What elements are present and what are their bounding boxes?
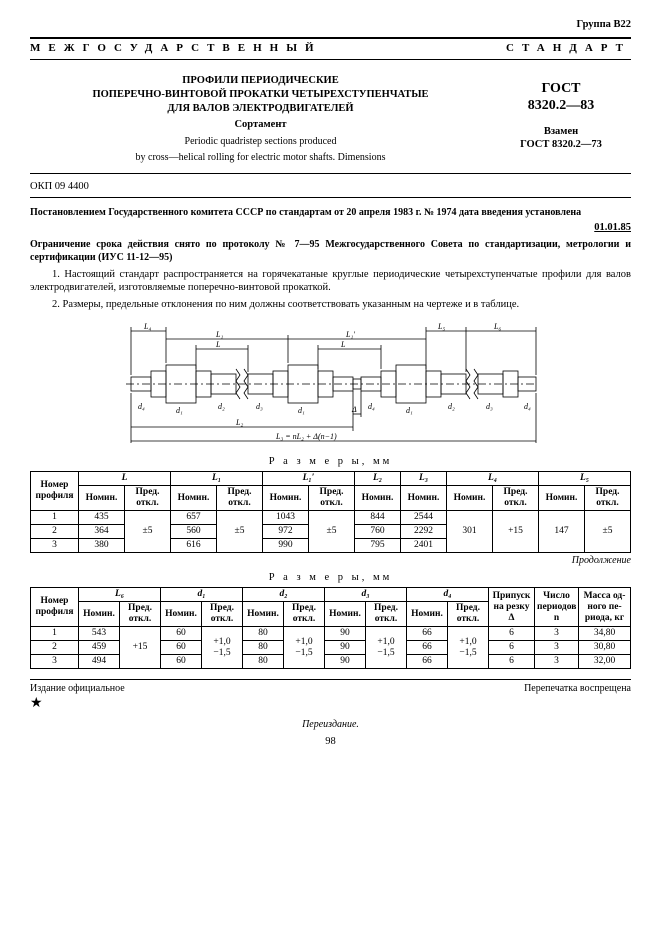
- svg-text:L₆: L₆: [493, 322, 501, 331]
- svg-text:d₁: d₁: [406, 406, 413, 415]
- star-icon: ★: [30, 696, 43, 711]
- footer-left: Издание официальное★: [30, 683, 125, 713]
- intro-date: 01.01.85: [30, 221, 631, 234]
- divider: [30, 197, 631, 198]
- header-block: ПРОФИЛИ ПЕРИОДИЧЕСКИЕ ПОПЕРЕЧНО-ВИНТОВОЙ…: [30, 74, 631, 174]
- shaft-diagram: L₄ L₁ L L₁′ L L₅ L₆ L₂ L₃ = nL₂ + Δ(n−1)…: [116, 319, 546, 449]
- gost-replaces2: ГОСТ 8320.2—73: [491, 138, 631, 151]
- page-number: 98: [30, 735, 631, 748]
- gost-replaces1: Взамен: [491, 125, 631, 138]
- col-header: L₅: [539, 472, 631, 486]
- table-row: Но­мин.Пред. откл. Но­мин.Пред. откл. Но…: [31, 486, 631, 511]
- dim-caption-1: Р а з м е р ы, мм: [30, 455, 631, 468]
- svg-text:Δ: Δ: [351, 405, 357, 414]
- title-sub: Сортамент: [40, 118, 481, 131]
- title-line3: ДЛЯ ВАЛОВ ЭЛЕКТРОДВИГАТЕЛЕЙ: [40, 102, 481, 116]
- col-header: L: [79, 472, 171, 486]
- gost-label: ГОСТ: [491, 80, 631, 98]
- title-en2: by cross—helical rolling for electric mo…: [40, 152, 481, 165]
- svg-text:d₄: d₄: [368, 402, 375, 411]
- title-line2: ПОПЕРЕЧНО-ВИНТОВОЙ ПРОКАТКИ ЧЕТЫРЕХСТУПЕ…: [40, 88, 481, 102]
- dim-caption-2: Р а з м е р ы, мм: [30, 571, 631, 584]
- title-line1: ПРОФИЛИ ПЕРИОДИЧЕСКИЕ: [40, 74, 481, 88]
- svg-text:L₅: L₅: [437, 322, 445, 331]
- footer-right: Перепечатка воспрещена: [524, 683, 631, 713]
- title-en1: Periodic quadristep sections produced: [40, 136, 481, 149]
- footer-row: Издание официальное★ Перепечатка воспрещ…: [30, 679, 631, 713]
- svg-text:d₂: d₂: [448, 402, 455, 411]
- group-label: Группа В22: [30, 18, 631, 31]
- table-row: Номер профиля L L₁ L₁′ L₂ L₃ L₄ L₅: [31, 472, 631, 486]
- svg-text:d₁: d₁: [298, 406, 305, 415]
- col-header: L₁′: [263, 472, 355, 486]
- svg-text:L: L: [215, 340, 221, 349]
- col-header: Номер профиля: [31, 472, 79, 511]
- svg-text:L₃ = nL₂ + Δ(n−1): L₃ = nL₂ + Δ(n−1): [275, 432, 337, 441]
- svg-text:L₁′: L₁′: [345, 330, 355, 339]
- standard-banner: МЕЖГОСУДАРСТВЕННЫЙ СТАНДАРТ: [30, 37, 631, 60]
- decree-text-1: Постановлением Государственного комитета…: [30, 206, 631, 219]
- table-row: 1 543+15 60+1,0 −1,5 80+1,0 −1,5 90+1,0 …: [31, 627, 631, 641]
- table-row: 1 435±5 657±5 1043±5 844 2544 301+15 147…: [31, 511, 631, 525]
- gost-code: 8320.2—83: [491, 97, 631, 115]
- col-header: L₄: [447, 472, 539, 486]
- diagram-container: L₄ L₁ L L₁′ L L₅ L₆ L₂ L₃ = nL₂ + Δ(n−1)…: [30, 319, 631, 449]
- okp-code: ОКП 09 4400: [30, 180, 631, 193]
- table-1: Номер профиля L L₁ L₁′ L₂ L₃ L₄ L₅ Но­ми…: [30, 471, 631, 553]
- title-block: ПРОФИЛИ ПЕРИОДИЧЕСКИЕ ПОПЕРЕЧНО-ВИНТОВОЙ…: [30, 74, 491, 165]
- col-header: L₃: [401, 472, 447, 486]
- svg-text:d₂: d₂: [218, 402, 225, 411]
- svg-text:L₁: L₁: [215, 330, 223, 339]
- table-row: Номер профиля L₆ d₁ d₂ d₃ d₄ Припуск на …: [31, 588, 631, 602]
- svg-text:d₃: d₃: [486, 402, 493, 411]
- svg-text:d₁: d₁: [176, 406, 183, 415]
- svg-text:d₃: d₃: [256, 402, 263, 411]
- paragraph-2: 2. Размеры, предельные отклонения по ним…: [30, 298, 631, 311]
- table-2: Номер профиля L₆ d₁ d₂ d₃ d₄ Припуск на …: [30, 587, 631, 669]
- gost-block: ГОСТ 8320.2—83 Взамен ГОСТ 8320.2—73: [491, 74, 631, 165]
- svg-text:L₄: L₄: [143, 322, 151, 331]
- paragraph-1: 1. Настоящий стандарт распространяется н…: [30, 268, 631, 294]
- col-header: L₁: [171, 472, 263, 486]
- svg-text:L: L: [340, 340, 346, 349]
- reissue-label: Переиздание.: [30, 719, 631, 732]
- svg-text:d₄: d₄: [524, 402, 531, 411]
- decree-text-2: Ограничение срока действия снято по прот…: [30, 238, 631, 264]
- svg-text:d₄: d₄: [138, 402, 145, 411]
- svg-text:L₂: L₂: [235, 418, 243, 427]
- continuation-label: Продолжение: [30, 555, 631, 568]
- col-header: L₂: [355, 472, 401, 486]
